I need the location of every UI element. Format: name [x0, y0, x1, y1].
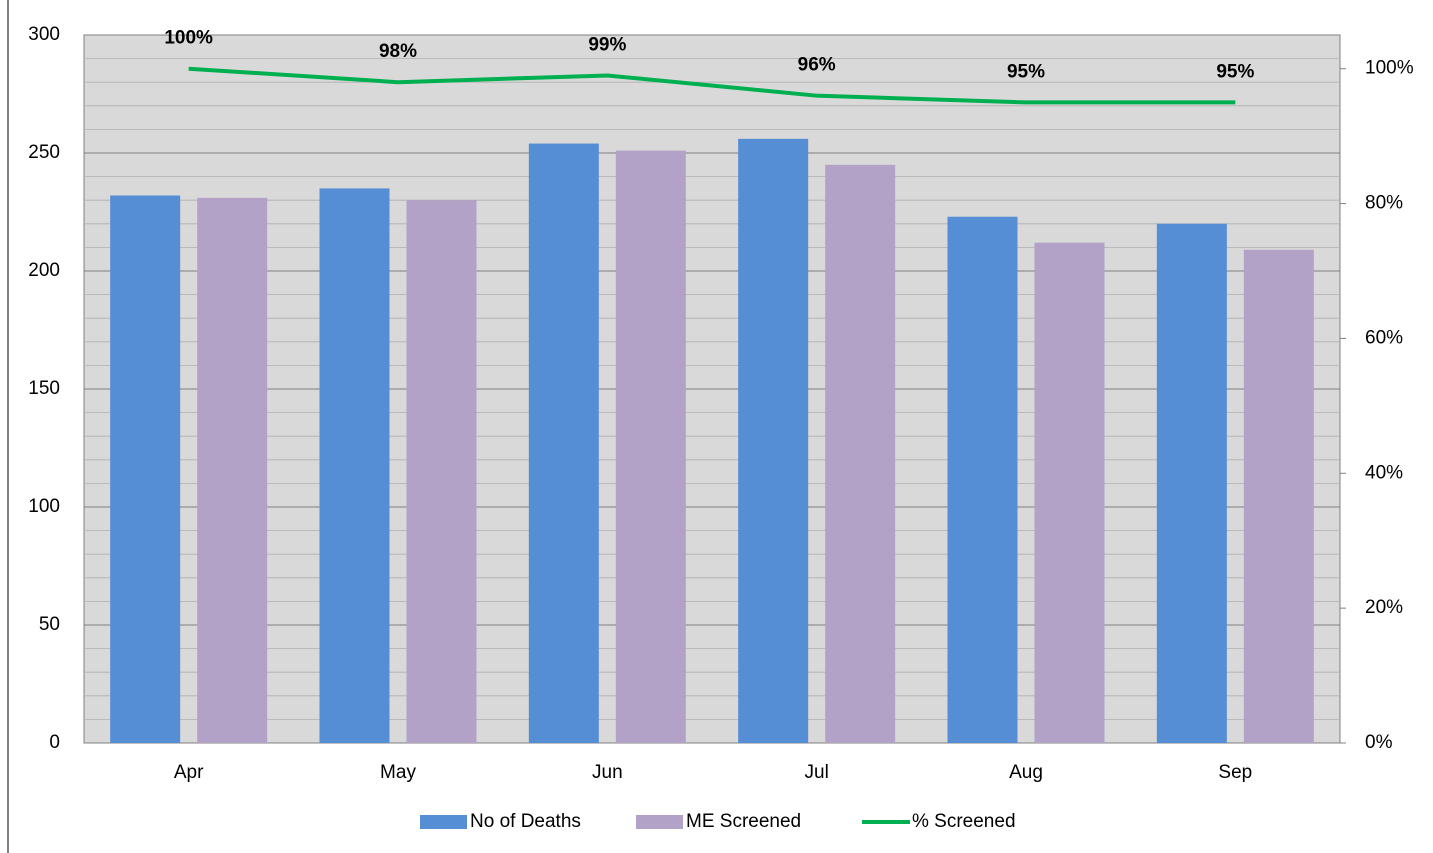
y2-tick-label: 0% [1365, 732, 1393, 753]
y-tick-label: 150 [28, 378, 60, 399]
bar [947, 216, 1018, 744]
y2-tick-label: 60% [1365, 327, 1403, 348]
bar [406, 200, 477, 743]
y-tick-label: 50 [39, 614, 60, 635]
value-label: 98% [379, 41, 417, 62]
value-label: 96% [798, 55, 836, 76]
bar [1034, 242, 1105, 743]
y-tick-label: 0 [49, 732, 60, 753]
y2-tick-label: 40% [1365, 462, 1403, 483]
bar [825, 164, 896, 744]
bar [615, 150, 686, 743]
y2-tick-label: 100% [1365, 58, 1414, 79]
line [188, 66, 1236, 105]
y-tick-label: 200 [28, 260, 60, 281]
legend-label: No of Deaths [470, 811, 581, 832]
legend-swatch [420, 815, 467, 829]
x-tick-label: Jun [592, 762, 623, 783]
value-label: 95% [1007, 61, 1045, 82]
y-tick-label: 300 [28, 24, 60, 45]
bar [197, 197, 268, 744]
value-label: 95% [1216, 61, 1254, 82]
x-tick-label: Aug [1009, 762, 1043, 783]
y2-tick-label: 80% [1365, 193, 1403, 214]
y-tick-label: 250 [28, 142, 60, 163]
bar [110, 195, 181, 744]
value-label: 99% [588, 34, 626, 55]
bar [528, 143, 599, 743]
x-tick-label: Apr [174, 762, 204, 783]
x-tick-label: Sep [1218, 762, 1252, 783]
legend-label: ME Screened [686, 811, 801, 832]
bar [319, 188, 390, 743]
value-label: 100% [164, 28, 213, 49]
bar [1156, 223, 1227, 744]
y2-tick-label: 20% [1365, 597, 1403, 618]
x-tick-label: Jul [805, 762, 829, 783]
y-tick-label: 100 [28, 496, 60, 517]
legend-label: % Screened [912, 811, 1016, 832]
bar [1243, 249, 1314, 743]
x-tick-label: May [380, 762, 416, 783]
bar [738, 138, 809, 744]
legend-swatch [636, 815, 683, 829]
